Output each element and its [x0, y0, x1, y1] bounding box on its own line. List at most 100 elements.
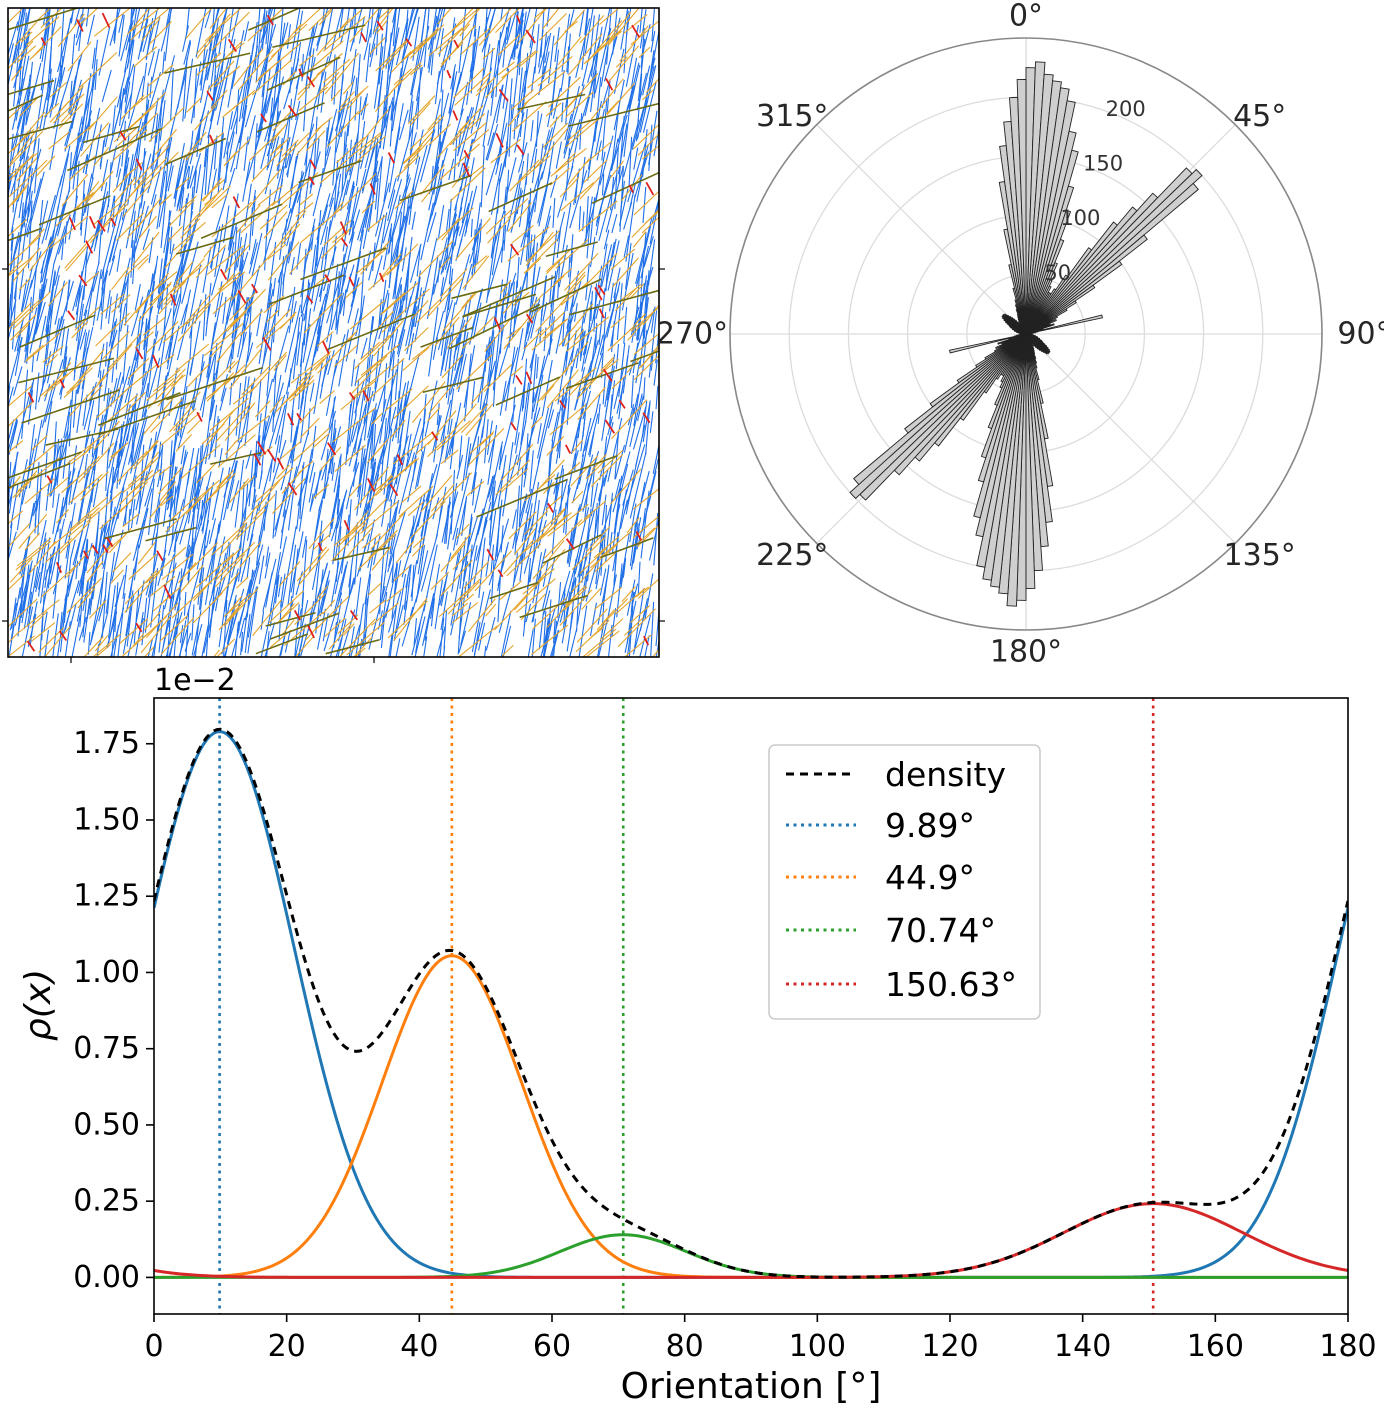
fracture-segment [399, 109, 409, 141]
fracture-segment [427, 277, 464, 317]
fracture-segment [309, 466, 323, 511]
fracture-segment [287, 485, 295, 531]
fracture-segment [512, 328, 524, 384]
fracture-segment [499, 279, 504, 300]
fracture-segment [538, 611, 545, 650]
mean-lines [218, 698, 1155, 1314]
fracture-segment [211, 536, 226, 594]
fracture-segment [452, 602, 479, 624]
fracture-segment [233, 414, 270, 444]
fracture-segment [531, 624, 569, 656]
fracture-segment [53, 225, 66, 264]
fracture-segment [414, 96, 420, 118]
fracture-segment [168, 595, 175, 628]
fracture-segment [8, 21, 19, 57]
fracture-segment [486, 234, 497, 304]
fracture-segment [8, 451, 82, 479]
fracture-segment [357, 103, 369, 115]
fracture-segment [255, 29, 261, 83]
fracture-segment [324, 274, 331, 283]
fracture-segment [343, 124, 349, 158]
fracture-segment [309, 493, 314, 512]
fracture-segment [506, 78, 513, 147]
fracture-segment [394, 560, 402, 597]
fracture-segment [549, 324, 552, 346]
fracture-segment [9, 233, 14, 272]
fracture-segment [613, 267, 621, 298]
fracture-segment [368, 171, 378, 232]
fracture-segment [124, 81, 131, 113]
fracture-segment [67, 41, 92, 72]
fracture-segment [409, 144, 428, 209]
fracture-segment [133, 46, 158, 68]
fracture-segment [12, 257, 33, 282]
fracture-segment [316, 608, 326, 650]
fracture-segment [387, 600, 428, 639]
rose-bars [849, 61, 1203, 607]
fracture-segment [630, 591, 634, 612]
fracture-segment [655, 638, 659, 657]
fracture-segment [28, 228, 45, 247]
fracture-segment [124, 569, 158, 605]
fracture-segment [133, 143, 140, 179]
fracture-segment [327, 350, 335, 376]
fracture-segment [15, 323, 30, 338]
fracture-segment [295, 41, 302, 72]
fracture-segment [323, 220, 352, 246]
fracture-segment [626, 579, 636, 616]
fracture-segment [386, 243, 419, 276]
fracture-segment [387, 300, 400, 351]
fracture-segment [229, 8, 240, 49]
fracture-segment [209, 273, 235, 303]
fracture-segment [21, 265, 34, 312]
fracture-segment [195, 553, 234, 589]
fracture-segment [142, 228, 150, 250]
fracture-segment [101, 235, 117, 290]
fracture-segment [142, 398, 174, 435]
fracture-segment [82, 125, 140, 144]
rose-diagram-panel: 50 100 150 200 0° 45° 90° 135° 180° 225°… [656, 0, 1384, 670]
fracture-segment [464, 353, 472, 422]
fracture-segment [110, 441, 129, 458]
fracture-segment [629, 183, 636, 209]
fracture-segment [368, 214, 385, 281]
fracture-segment [256, 479, 281, 510]
fracture-segment [632, 231, 647, 248]
fracture-segment [36, 8, 52, 22]
fracture-segment [367, 582, 382, 596]
fracture-segment [143, 646, 155, 657]
fracture-segment [107, 390, 125, 457]
fracture-segment [591, 171, 659, 204]
fracture-segment [440, 543, 466, 572]
fracture-segment [220, 36, 227, 80]
fracture-segment [84, 455, 100, 472]
fracture-segment [106, 587, 121, 649]
fracture-segment [275, 137, 290, 151]
fracture-segment [353, 8, 357, 43]
fracture-segment [538, 13, 567, 41]
fracture-segment [138, 444, 145, 514]
fracture-segment [46, 315, 63, 384]
fracture-segment [284, 98, 293, 169]
x-tick-label: 180 [1319, 1329, 1376, 1364]
fracture-segment [237, 289, 247, 304]
fracture-segment [395, 604, 404, 634]
fracture-segment [213, 135, 218, 170]
fracture-segment [407, 132, 417, 167]
fracture-segment [467, 402, 486, 468]
fracture-segment [209, 168, 218, 202]
fracture-segment [549, 629, 559, 657]
fracture-segment [235, 104, 248, 170]
fracture-segment [278, 561, 301, 587]
fracture-segment [367, 474, 393, 504]
fracture-segment [200, 44, 206, 91]
fracture-segment [336, 267, 346, 335]
fracture-segment [107, 376, 124, 437]
fracture-segment [333, 333, 346, 376]
fracture-segment [411, 543, 425, 557]
fracture-segment [370, 8, 374, 38]
fracture-segment [551, 411, 559, 442]
fracture-segment [448, 422, 457, 456]
fracture-segment [8, 451, 19, 498]
fracture-segment [461, 497, 468, 536]
